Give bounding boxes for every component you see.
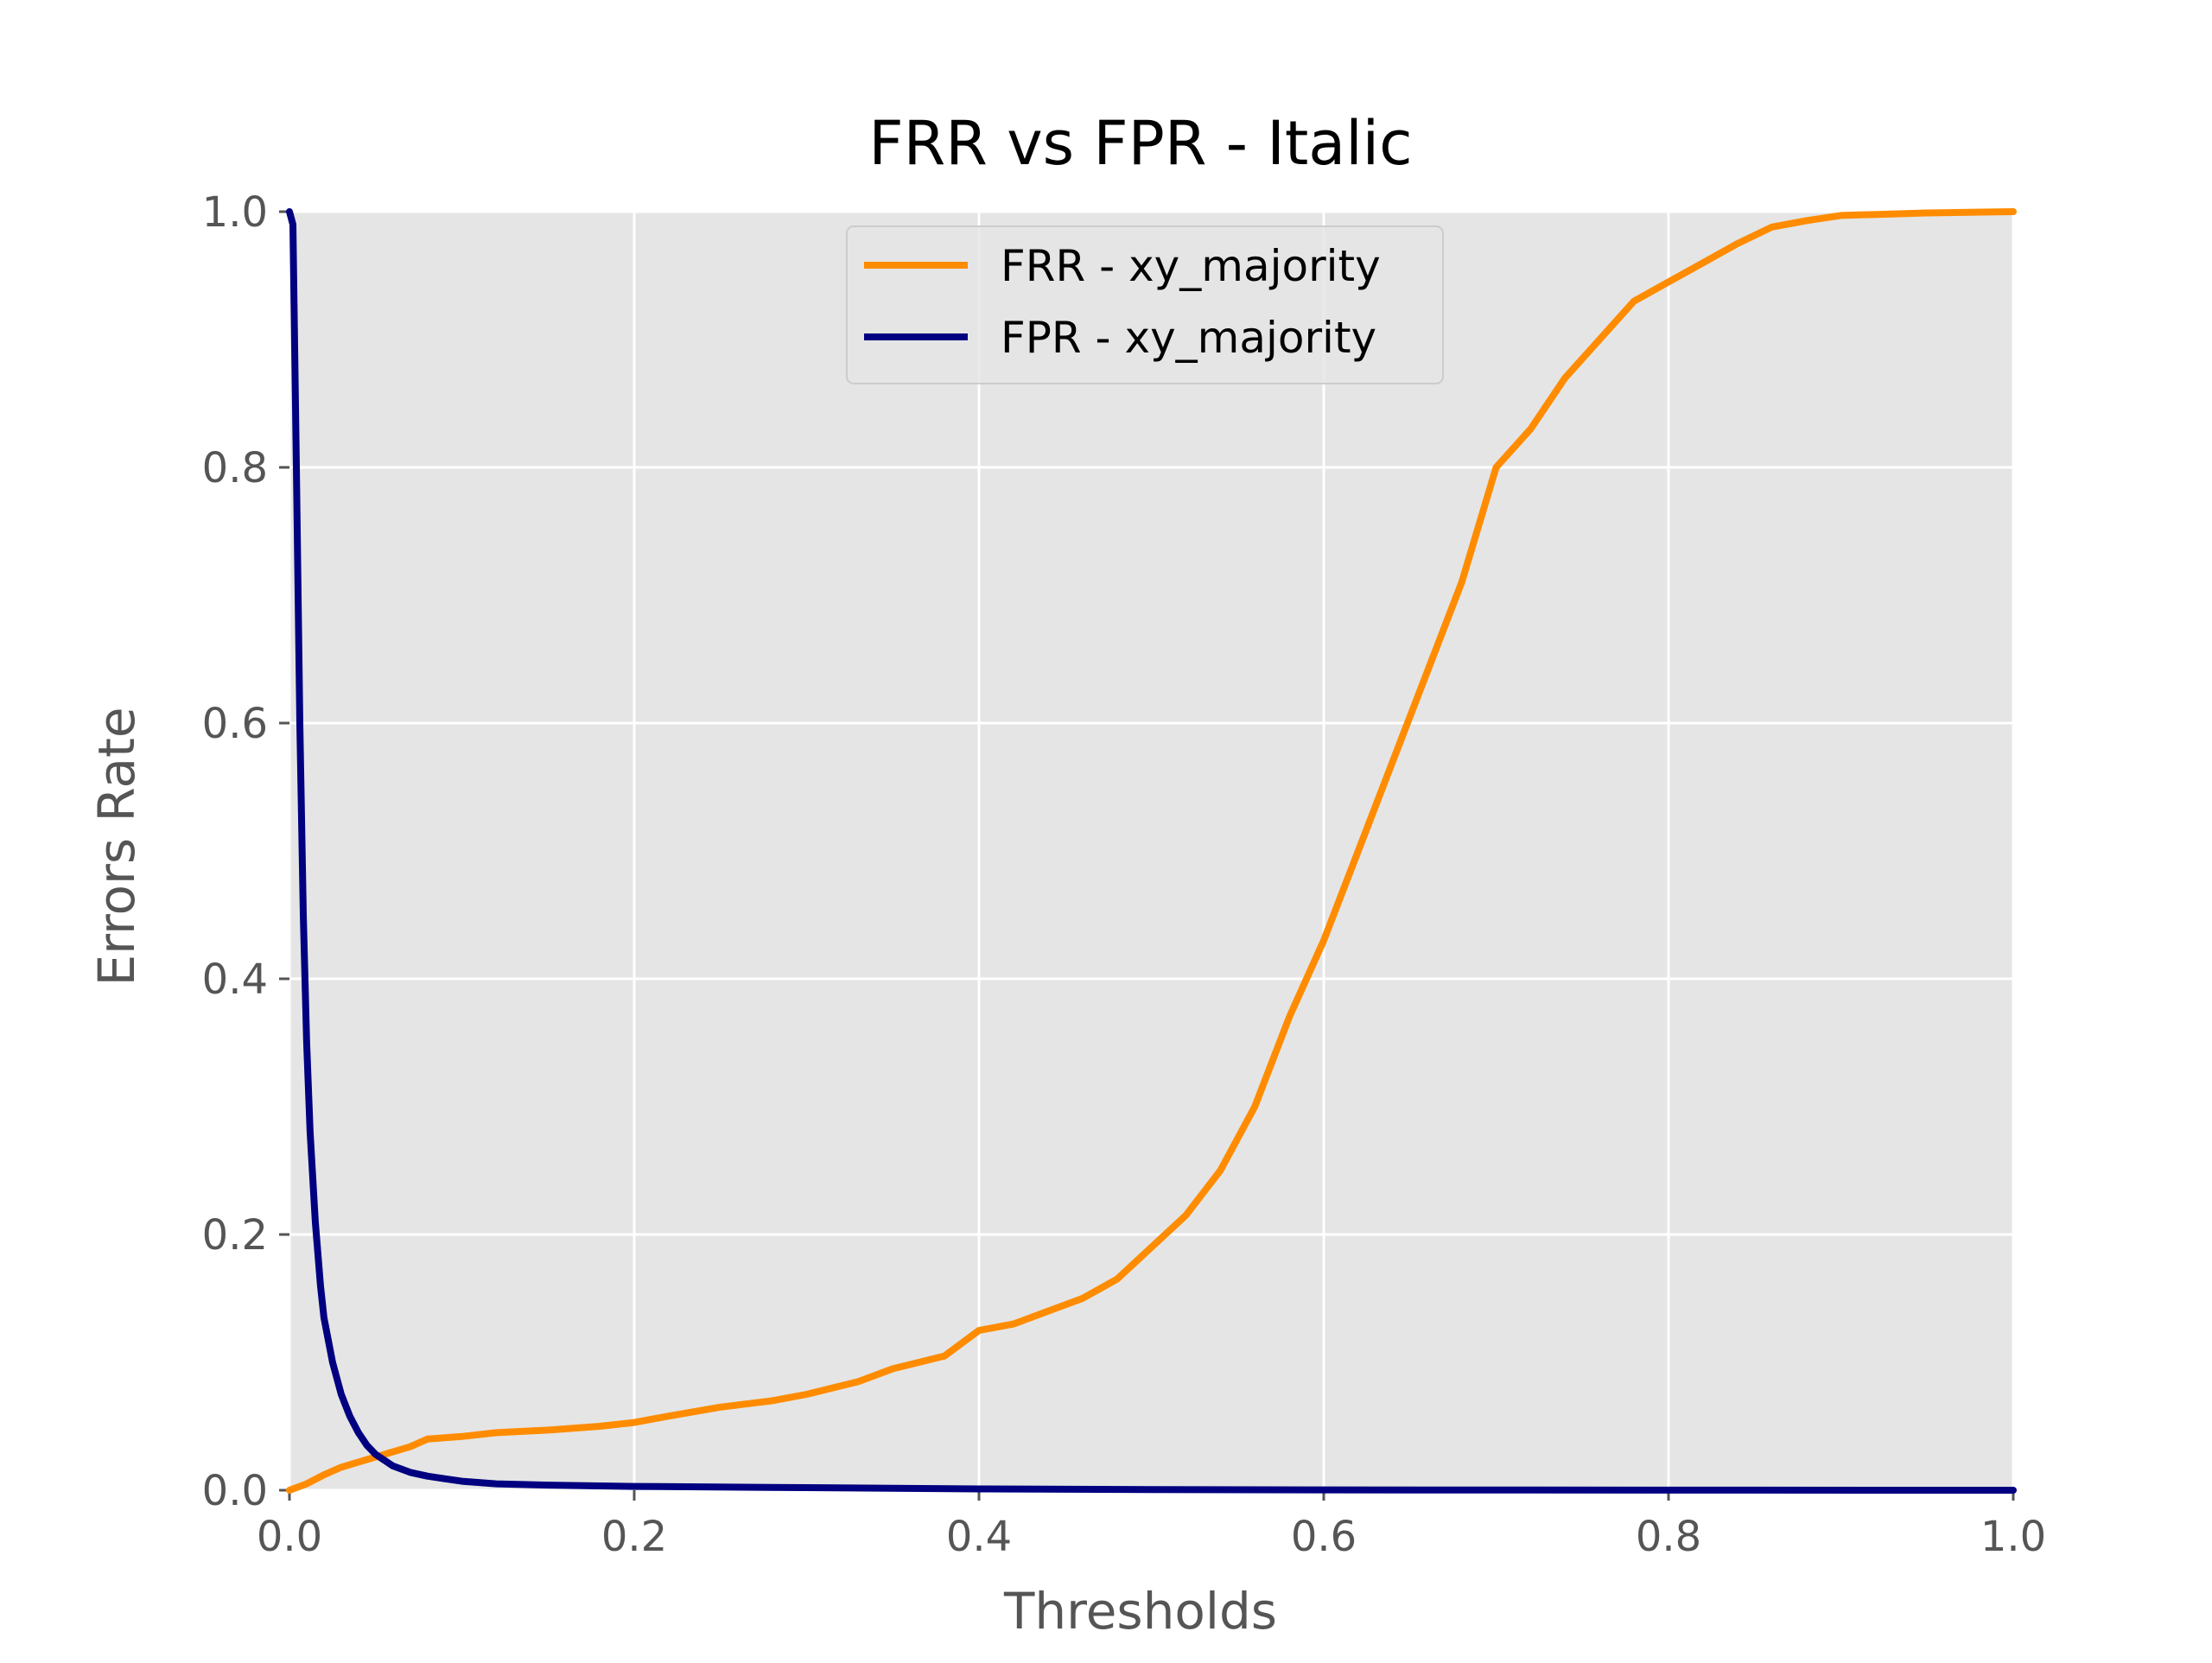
x-tick-label: 0.0 [257, 1513, 322, 1561]
series-lines [286, 208, 2017, 1494]
x-tick-label: 0.2 [601, 1513, 667, 1561]
legend-label-fpr: FPR - xy_majority [1001, 313, 1376, 363]
y-tick-label: 0.8 [202, 444, 268, 492]
grid [288, 210, 2015, 1492]
x-tick-label: 0.8 [1636, 1513, 1701, 1561]
y-tick-label: 1.0 [202, 188, 268, 237]
legend-box [846, 225, 1444, 384]
chart-title: FRR vs FPR - Italic [868, 108, 1412, 179]
fpr-series-line [286, 208, 2017, 1494]
y-axis-label: Errors Rate [87, 707, 146, 986]
legend: FRR - xy_majority FPR - xy_majority [846, 225, 1444, 384]
y-tick-label: 0.2 [202, 1211, 268, 1260]
y-tick-label: 0.4 [202, 955, 268, 1004]
y-tick-label: 0.0 [202, 1467, 268, 1515]
x-axis-label: Thresholds [1003, 1582, 1277, 1641]
plot-area [289, 212, 2013, 1490]
legend-label-frr: FRR - xy_majority [1001, 241, 1381, 291]
axis-ticks: 0.0 0.2 0.4 0.6 0.8 1.0 0.0 0.2 0.4 0.6 0.8 1.0 [202, 188, 2047, 1561]
x-tick-label: 0.4 [946, 1513, 1012, 1561]
x-tick-label: 0.6 [1291, 1513, 1357, 1561]
x-tick-label: 1.0 [1980, 1513, 2046, 1561]
frr-series-line [286, 208, 2017, 1494]
y-tick-label: 0.6 [202, 700, 268, 748]
